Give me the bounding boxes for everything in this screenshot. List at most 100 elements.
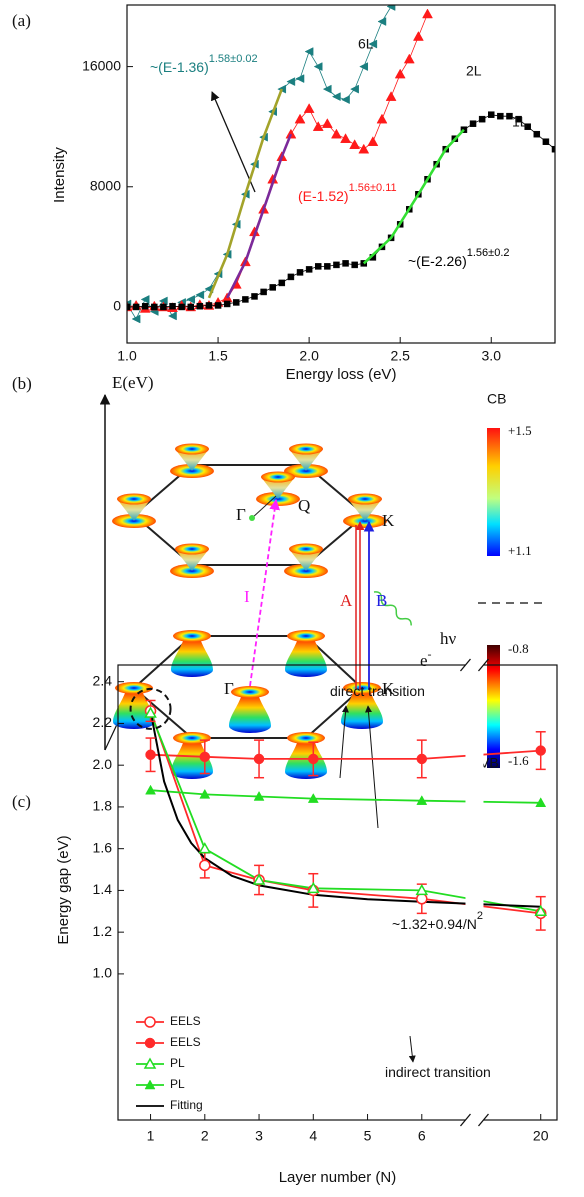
x-tick-label: 2.5 xyxy=(390,348,410,364)
marker xyxy=(349,139,361,149)
x-tick-label: 4 xyxy=(309,1128,317,1144)
marker xyxy=(322,84,332,94)
marker xyxy=(307,881,320,894)
axis-break-mark xyxy=(459,1113,471,1127)
marker xyxy=(199,859,211,872)
series-line xyxy=(150,789,541,804)
indirect-arrow xyxy=(249,498,281,687)
annotation-arrow xyxy=(339,705,349,779)
marker xyxy=(386,5,396,11)
cb-cones xyxy=(112,443,387,578)
colorbar-label: -0.8 xyxy=(508,641,529,656)
x-tick-label: 6 xyxy=(418,1128,426,1144)
marker xyxy=(368,39,378,49)
legend-marker xyxy=(144,1016,156,1028)
annotation-exponent: 1.58±0.02 xyxy=(209,53,258,65)
marker xyxy=(132,303,140,311)
photon-wave xyxy=(373,591,412,626)
photon-label: hν xyxy=(440,629,457,648)
marker xyxy=(506,112,513,120)
marker xyxy=(131,314,141,324)
marker xyxy=(145,784,156,795)
marker xyxy=(321,118,333,128)
marker xyxy=(551,145,555,153)
transition-label: A xyxy=(340,591,353,610)
legend-marker xyxy=(144,1037,156,1049)
point-label: K xyxy=(382,511,395,530)
marker xyxy=(160,303,167,311)
marker xyxy=(304,47,314,56)
marker xyxy=(253,790,265,801)
colorbar-label: +1.5 xyxy=(508,423,532,438)
x-tick-label: 1.5 xyxy=(208,348,228,364)
panel-label: (a) xyxy=(12,11,31,30)
marker xyxy=(252,873,266,885)
point-label: K xyxy=(382,679,395,698)
annotation: ~(E-2.26)1.56±0.2 xyxy=(408,247,510,269)
series-line xyxy=(127,6,392,320)
marker xyxy=(358,143,370,154)
annotation-arrow xyxy=(211,91,256,193)
legend-marker xyxy=(143,1057,157,1069)
marker xyxy=(394,68,406,79)
marker xyxy=(340,95,350,105)
y-tick-label: 1.2 xyxy=(93,923,113,939)
marker xyxy=(340,133,351,143)
band-diagram: (b) E(eV) Γ Q K Γ K A B I hν e- xyxy=(12,373,542,779)
marker xyxy=(253,753,265,765)
annotation: indirect transition xyxy=(385,1064,491,1080)
series-line xyxy=(127,114,555,308)
marker xyxy=(331,128,342,139)
series-line xyxy=(149,710,541,915)
series-line xyxy=(150,749,541,760)
panel-label: (b) xyxy=(12,374,32,393)
y-tick-label: 16000 xyxy=(82,57,121,73)
gamma-point xyxy=(249,515,255,521)
marker xyxy=(497,112,504,120)
axis-break-mask xyxy=(465,662,484,1123)
marker xyxy=(308,753,319,765)
annotation-text: ~(E-2.26) xyxy=(408,253,467,269)
marker xyxy=(412,31,424,41)
electron-symbol: e xyxy=(420,651,428,670)
marker xyxy=(307,793,319,803)
marker xyxy=(178,303,185,311)
marker xyxy=(351,261,358,269)
series-label: 2L xyxy=(466,63,482,79)
marker xyxy=(242,296,249,303)
marker xyxy=(342,260,349,267)
marker xyxy=(251,293,258,300)
marker xyxy=(385,91,397,101)
marker xyxy=(151,303,158,311)
marker xyxy=(286,77,296,87)
annotation-text: ~1.32+0.94/N xyxy=(392,916,477,932)
x-tick-label: 20 xyxy=(533,1128,549,1144)
annotation-text: direct transition xyxy=(330,683,425,699)
marker xyxy=(287,273,295,281)
marker xyxy=(524,123,531,130)
axis-break-mark xyxy=(477,658,489,672)
annotation-arrow xyxy=(408,1035,416,1063)
y-tick-label: 1.0 xyxy=(93,965,113,981)
marker xyxy=(205,302,213,309)
series-label: 1L xyxy=(512,114,528,130)
point-label: Γ xyxy=(224,679,234,698)
axis-break-mask xyxy=(465,662,484,668)
marker xyxy=(295,74,305,84)
y-tick-label: 1.4 xyxy=(93,881,113,897)
marker xyxy=(377,17,387,26)
legend-label: EELS xyxy=(170,1035,201,1049)
marker xyxy=(515,115,522,123)
marker xyxy=(534,904,548,917)
electron-label: e- xyxy=(420,647,432,670)
marker xyxy=(533,130,541,138)
marker xyxy=(198,842,212,854)
x-tick-label: 2.0 xyxy=(299,348,319,364)
x-axis-title: Layer number (N) xyxy=(279,1169,397,1186)
y-tick-label: 8000 xyxy=(90,177,121,193)
y-tick-label: 0 xyxy=(113,298,121,314)
cb-colorbar xyxy=(487,428,500,556)
plot-frame xyxy=(126,4,556,344)
plot-frame xyxy=(117,664,558,1121)
colorbar-label: -1.6 xyxy=(508,753,529,768)
